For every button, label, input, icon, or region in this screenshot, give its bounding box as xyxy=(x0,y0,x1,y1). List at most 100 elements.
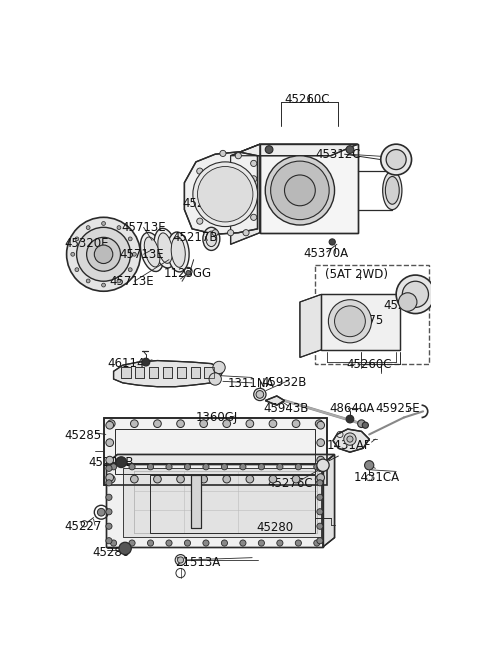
Text: 1311NA: 1311NA xyxy=(228,377,274,390)
Circle shape xyxy=(117,279,121,283)
Bar xyxy=(177,367,186,379)
Circle shape xyxy=(329,239,336,245)
Circle shape xyxy=(106,538,112,544)
Circle shape xyxy=(71,253,75,256)
Polygon shape xyxy=(322,295,400,350)
Circle shape xyxy=(317,457,324,464)
Ellipse shape xyxy=(203,228,220,251)
Circle shape xyxy=(106,474,114,482)
Circle shape xyxy=(166,540,172,546)
Circle shape xyxy=(142,358,150,366)
Bar xyxy=(150,475,315,533)
Bar xyxy=(149,367,158,379)
Circle shape xyxy=(117,226,121,230)
Text: 21513A: 21513A xyxy=(175,556,220,569)
Circle shape xyxy=(381,144,411,175)
Circle shape xyxy=(246,475,254,483)
Ellipse shape xyxy=(385,176,399,204)
Circle shape xyxy=(386,150,406,170)
Circle shape xyxy=(277,464,283,470)
Bar xyxy=(121,367,131,379)
Circle shape xyxy=(132,253,136,256)
Circle shape xyxy=(344,433,356,445)
Circle shape xyxy=(106,439,114,447)
Circle shape xyxy=(265,146,273,154)
Circle shape xyxy=(269,475,277,483)
Circle shape xyxy=(128,268,132,272)
Circle shape xyxy=(106,457,114,464)
Circle shape xyxy=(317,523,323,529)
Bar xyxy=(204,367,214,379)
Circle shape xyxy=(292,420,300,428)
Circle shape xyxy=(295,464,301,470)
Circle shape xyxy=(154,475,161,483)
Text: 1431AF: 1431AF xyxy=(327,439,372,452)
Ellipse shape xyxy=(206,231,217,247)
Circle shape xyxy=(184,464,191,470)
Circle shape xyxy=(317,439,324,447)
Circle shape xyxy=(77,228,131,281)
Ellipse shape xyxy=(168,232,189,272)
Circle shape xyxy=(398,293,417,311)
Circle shape xyxy=(106,494,112,501)
Circle shape xyxy=(116,457,127,468)
Circle shape xyxy=(184,540,191,546)
Circle shape xyxy=(221,464,228,470)
Text: 46114: 46114 xyxy=(108,358,145,371)
Bar xyxy=(163,367,172,379)
Circle shape xyxy=(86,237,120,271)
Polygon shape xyxy=(106,455,335,464)
Text: 45943B: 45943B xyxy=(263,402,308,415)
Ellipse shape xyxy=(171,237,185,268)
Bar xyxy=(104,417,327,485)
Circle shape xyxy=(86,279,90,283)
Circle shape xyxy=(256,390,264,398)
Circle shape xyxy=(177,420,184,428)
Circle shape xyxy=(129,464,135,470)
Ellipse shape xyxy=(141,232,164,272)
Circle shape xyxy=(315,475,323,483)
Ellipse shape xyxy=(144,237,160,267)
Circle shape xyxy=(108,475,115,483)
Circle shape xyxy=(203,464,209,470)
Bar xyxy=(177,367,186,379)
Polygon shape xyxy=(260,144,358,233)
Circle shape xyxy=(102,283,106,287)
Polygon shape xyxy=(230,144,260,244)
Circle shape xyxy=(213,361,225,374)
Circle shape xyxy=(223,475,230,483)
Circle shape xyxy=(197,218,203,224)
Text: 45276C: 45276C xyxy=(267,477,313,490)
Circle shape xyxy=(119,543,131,554)
Circle shape xyxy=(175,554,186,565)
Text: 1360GJ: 1360GJ xyxy=(196,411,238,424)
Circle shape xyxy=(75,237,79,241)
Circle shape xyxy=(243,230,249,236)
Circle shape xyxy=(251,215,257,220)
Polygon shape xyxy=(114,361,223,387)
Text: 1431CA: 1431CA xyxy=(354,472,400,484)
Circle shape xyxy=(212,230,218,236)
Circle shape xyxy=(317,474,324,482)
Circle shape xyxy=(106,480,112,486)
Circle shape xyxy=(346,146,354,154)
Circle shape xyxy=(317,465,323,472)
Circle shape xyxy=(228,230,234,236)
Circle shape xyxy=(108,420,115,428)
Polygon shape xyxy=(106,464,323,547)
Polygon shape xyxy=(230,144,358,155)
Text: 45286: 45286 xyxy=(92,546,129,559)
Text: (5AT 2WD): (5AT 2WD) xyxy=(324,268,387,281)
Circle shape xyxy=(86,226,90,230)
Circle shape xyxy=(317,480,323,486)
Text: 45217B: 45217B xyxy=(172,231,217,244)
Text: 45292B: 45292B xyxy=(88,456,133,469)
Bar xyxy=(149,367,158,379)
Circle shape xyxy=(220,150,226,157)
Circle shape xyxy=(251,195,257,201)
Circle shape xyxy=(102,222,106,226)
Circle shape xyxy=(365,461,374,470)
Ellipse shape xyxy=(154,228,176,268)
Text: 45224C: 45224C xyxy=(183,197,228,209)
Polygon shape xyxy=(265,396,285,405)
